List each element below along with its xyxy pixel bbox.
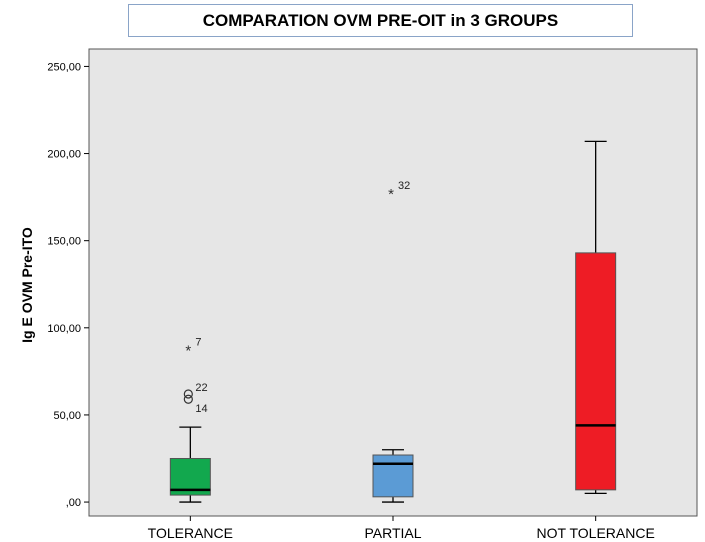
y-tick-label: 100,00 — [47, 323, 81, 335]
boxes: * 7 22 14 * 32 — [169, 140, 617, 503]
outlier-circle — [183, 394, 193, 404]
y-tick-label: 50,00 — [53, 410, 81, 422]
outlier-circle — [183, 389, 193, 399]
box-iqr — [575, 252, 617, 491]
box-group: * 7 22 14 — [169, 337, 211, 503]
outlier-star: * — [185, 343, 191, 360]
chart-title: COMPARATION OVM PRE-OIT in 3 GROUPS — [128, 4, 633, 37]
x-tick-label: TOLERANCE — [148, 525, 233, 541]
outlier-label: 22 — [195, 382, 207, 394]
box-iqr — [372, 454, 414, 498]
outlier-label: 7 — [195, 337, 201, 349]
y-tick-label: 150,00 — [47, 236, 81, 248]
outlier-star: * — [388, 186, 394, 203]
outlier-label: 32 — [398, 180, 410, 192]
x-tick-label: PARTIAL — [364, 525, 421, 541]
x-axis: TOLERANCE PARTIAL NOT TOLERANCE — [148, 516, 655, 541]
x-tick-label: NOT TOLERANCE — [537, 525, 655, 541]
y-tick-label: 250,00 — [47, 61, 81, 73]
box-group — [575, 140, 617, 494]
y-axis: ,00 50,00 100,00 150,00 200,00 250,00 — [47, 61, 89, 509]
outlier-label: 14 — [195, 403, 207, 415]
box-group: * 32 — [372, 180, 414, 503]
y-tick-label: 200,00 — [47, 149, 81, 161]
y-tick-label: ,00 — [66, 497, 81, 509]
